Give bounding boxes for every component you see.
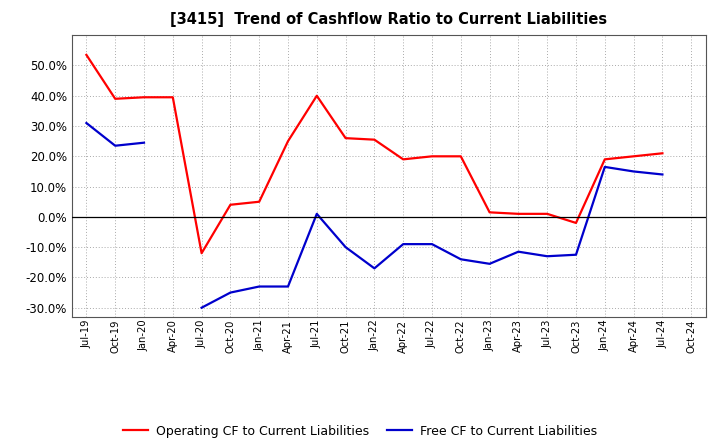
Operating CF to Current Liabilities: [197, 250, 206, 256]
Operating CF to Current Liabilities: [284, 139, 292, 144]
Operating CF to Current Liabilities: [543, 211, 552, 216]
Operating CF to Current Liabilities: [399, 157, 408, 162]
Operating CF to Current Liabilities: [82, 52, 91, 58]
Operating CF to Current Liabilities: [514, 211, 523, 216]
Operating CF to Current Liabilities: [341, 136, 350, 141]
Operating CF to Current Liabilities: [456, 154, 465, 159]
Operating CF to Current Liabilities: [658, 150, 667, 156]
Legend: Operating CF to Current Liabilities, Free CF to Current Liabilities: Operating CF to Current Liabilities, Fre…: [118, 420, 602, 440]
Operating CF to Current Liabilities: [226, 202, 235, 207]
Line: Operating CF to Current Liabilities: Operating CF to Current Liabilities: [86, 55, 662, 253]
Operating CF to Current Liabilities: [370, 137, 379, 142]
Operating CF to Current Liabilities: [140, 95, 148, 100]
Operating CF to Current Liabilities: [428, 154, 436, 159]
Title: [3415]  Trend of Cashflow Ratio to Current Liabilities: [3415] Trend of Cashflow Ratio to Curren…: [170, 12, 608, 27]
Operating CF to Current Liabilities: [312, 93, 321, 99]
Operating CF to Current Liabilities: [572, 220, 580, 226]
Free CF to Current Liabilities: [82, 121, 91, 126]
Operating CF to Current Liabilities: [600, 157, 609, 162]
Operating CF to Current Liabilities: [485, 210, 494, 215]
Operating CF to Current Liabilities: [255, 199, 264, 204]
Line: Free CF to Current Liabilities: Free CF to Current Liabilities: [86, 123, 144, 146]
Free CF to Current Liabilities: [140, 140, 148, 145]
Operating CF to Current Liabilities: [629, 154, 638, 159]
Operating CF to Current Liabilities: [111, 96, 120, 102]
Free CF to Current Liabilities: [111, 143, 120, 148]
Operating CF to Current Liabilities: [168, 95, 177, 100]
